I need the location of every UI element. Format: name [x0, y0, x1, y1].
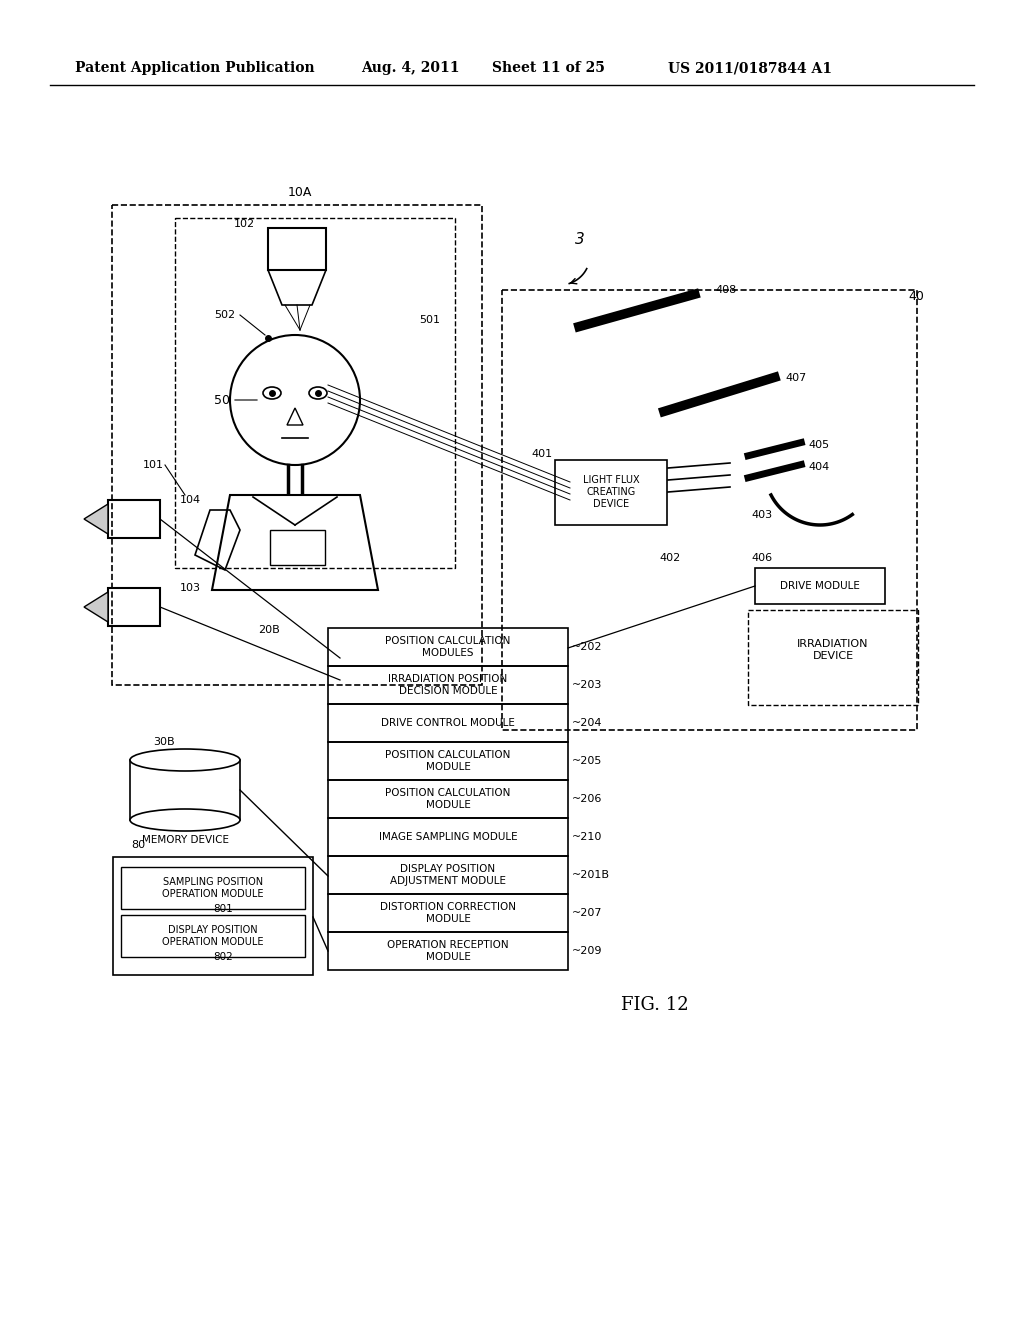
Text: 101: 101 [142, 459, 164, 470]
Ellipse shape [130, 809, 240, 832]
Text: ~206: ~206 [572, 795, 602, 804]
Text: IMAGE SAMPLING MODULE: IMAGE SAMPLING MODULE [379, 832, 517, 842]
Text: FIG. 12: FIG. 12 [622, 997, 689, 1014]
Text: DRIVE CONTROL MODULE: DRIVE CONTROL MODULE [381, 718, 515, 729]
Text: ~203: ~203 [572, 680, 602, 690]
Text: 103: 103 [180, 583, 201, 593]
Text: IRRADIATION
DEVICE: IRRADIATION DEVICE [798, 639, 868, 661]
Text: LIGHT FLUX
CREATING
DEVICE: LIGHT FLUX CREATING DEVICE [583, 475, 639, 508]
Text: 408: 408 [715, 285, 736, 294]
Text: 402: 402 [659, 553, 681, 564]
Text: 50: 50 [214, 393, 230, 407]
Text: 3: 3 [575, 232, 585, 248]
Text: 104: 104 [180, 495, 201, 506]
Text: DISPLAY POSITION
OPERATION MODULE: DISPLAY POSITION OPERATION MODULE [162, 925, 264, 946]
Text: OPERATION RECEPTION
MODULE: OPERATION RECEPTION MODULE [387, 940, 509, 962]
Text: POSITION CALCULATION
MODULES: POSITION CALCULATION MODULES [385, 636, 511, 657]
Text: Aug. 4, 2011: Aug. 4, 2011 [360, 61, 459, 75]
Text: ~201B: ~201B [572, 870, 610, 880]
Text: ~204: ~204 [572, 718, 602, 729]
Ellipse shape [263, 387, 281, 399]
Text: MEMORY DEVICE: MEMORY DEVICE [141, 836, 228, 845]
Text: 403: 403 [752, 510, 772, 520]
Text: 404: 404 [808, 462, 829, 473]
Ellipse shape [309, 387, 327, 399]
Text: 10A: 10A [288, 186, 312, 199]
Text: 40: 40 [908, 289, 924, 302]
Polygon shape [84, 591, 108, 622]
Text: Sheet 11 of 25: Sheet 11 of 25 [492, 61, 604, 75]
Text: POSITION CALCULATION
MODULE: POSITION CALCULATION MODULE [385, 788, 511, 809]
Text: 401: 401 [531, 449, 553, 459]
Text: 405: 405 [808, 440, 829, 450]
Text: 406: 406 [752, 553, 772, 564]
Text: 502: 502 [214, 310, 236, 319]
Text: ~210: ~210 [572, 832, 602, 842]
Ellipse shape [130, 748, 240, 771]
Text: 102: 102 [233, 219, 255, 228]
Text: 407: 407 [785, 374, 806, 383]
Text: 30B: 30B [154, 737, 175, 747]
Text: POSITION CALCULATION
MODULE: POSITION CALCULATION MODULE [385, 750, 511, 772]
Text: ~207: ~207 [572, 908, 602, 917]
Text: IRRADIATION POSITION
DECISION MODULE: IRRADIATION POSITION DECISION MODULE [388, 675, 508, 696]
Text: DRIVE MODULE: DRIVE MODULE [780, 581, 860, 591]
Text: SAMPLING POSITION
OPERATION MODULE: SAMPLING POSITION OPERATION MODULE [162, 878, 264, 899]
Text: DISTORTION CORRECTION
MODULE: DISTORTION CORRECTION MODULE [380, 902, 516, 924]
Text: 20B: 20B [258, 624, 280, 635]
Polygon shape [84, 504, 108, 535]
Text: DISPLAY POSITION
ADJUSTMENT MODULE: DISPLAY POSITION ADJUSTMENT MODULE [390, 865, 506, 886]
Text: 80: 80 [131, 840, 145, 850]
Text: ~209: ~209 [572, 946, 602, 956]
Text: 801: 801 [213, 904, 232, 913]
Text: ~202: ~202 [572, 642, 602, 652]
Text: ~205: ~205 [572, 756, 602, 766]
Text: 501: 501 [420, 315, 440, 325]
Text: US 2011/0187844 A1: US 2011/0187844 A1 [668, 61, 831, 75]
Text: 802: 802 [213, 952, 232, 962]
Text: Patent Application Publication: Patent Application Publication [75, 61, 314, 75]
